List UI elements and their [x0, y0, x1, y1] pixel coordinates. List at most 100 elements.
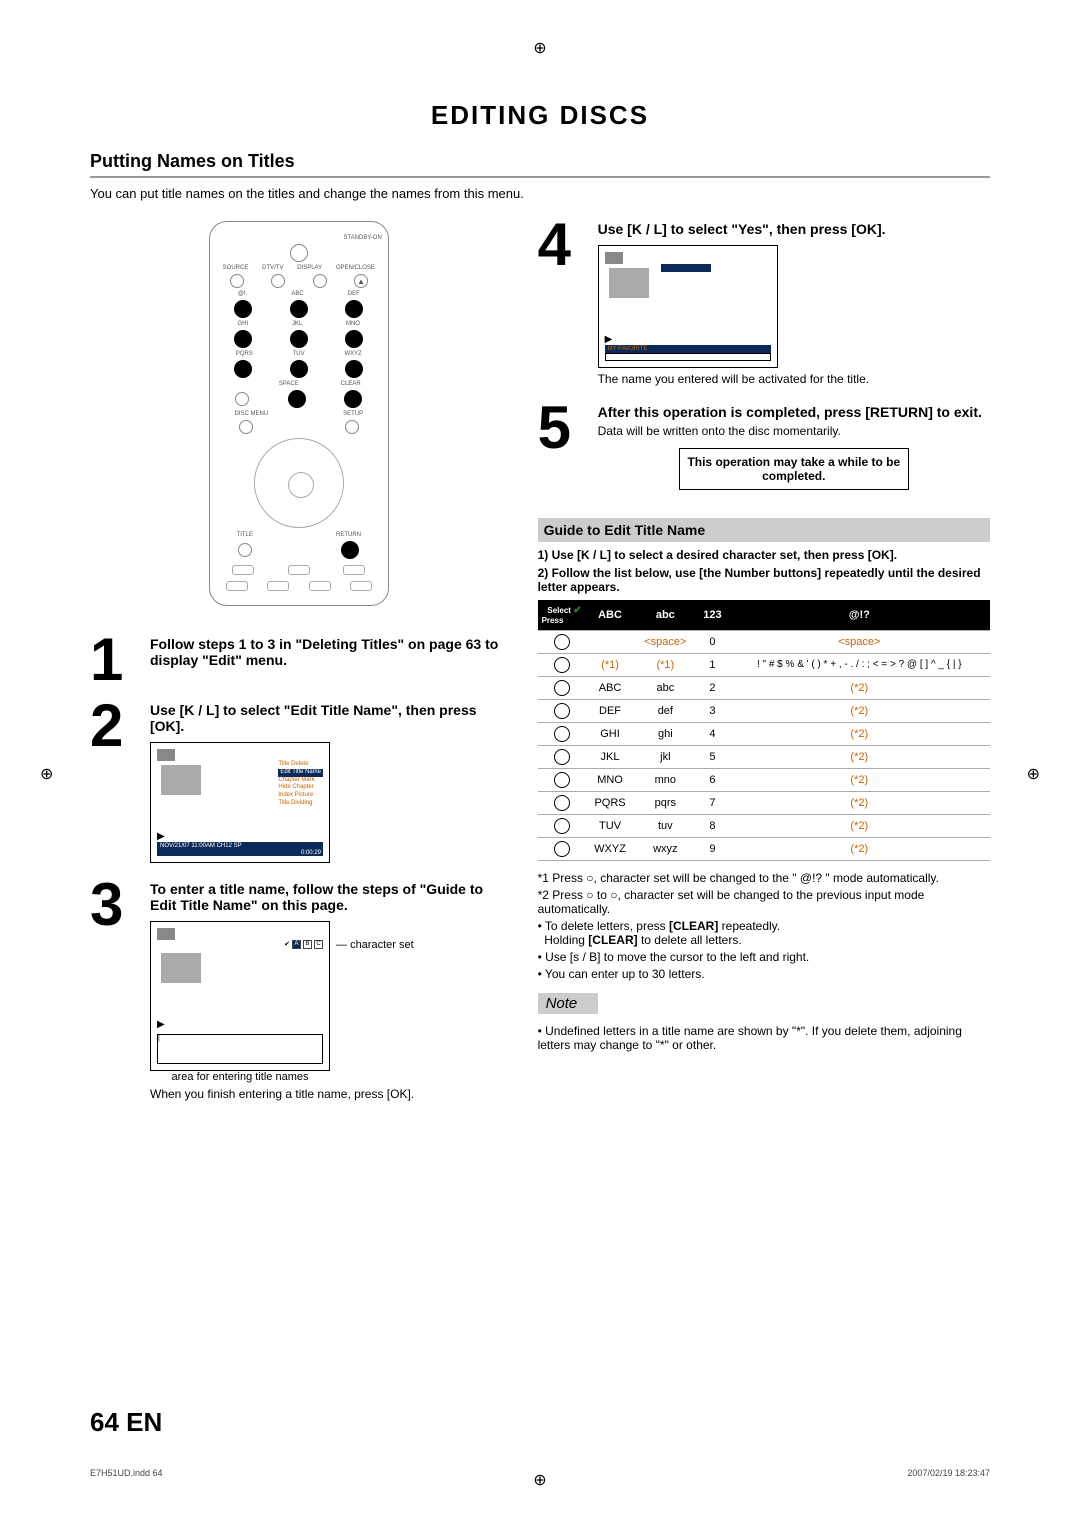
crop-mark-left: ⊕: [40, 764, 53, 784]
menu-item: Chapter Mark: [278, 777, 323, 785]
cell: PQRS: [586, 791, 635, 814]
cell: 8: [696, 814, 728, 837]
thumb: [609, 268, 649, 298]
clear-button: [344, 390, 362, 408]
pad-lbl: @!.: [238, 291, 247, 297]
num-circle: [554, 749, 570, 765]
col-ABC: ABC: [586, 600, 635, 630]
return-label: RETURN: [336, 532, 361, 538]
pad-lbl: SPACE: [279, 381, 299, 387]
cell: 3: [696, 699, 728, 722]
cell: ! " # $ % & ' ( ) * + , - . / : ; < = > …: [729, 653, 990, 676]
menu-item: Hide Chapter: [278, 784, 323, 792]
rect-btn: [288, 565, 310, 575]
screen-footer: NOV/21/07 11:00AM CH12 SP: [157, 842, 323, 850]
cell: <space>: [729, 630, 990, 653]
cell: MNO: [586, 768, 635, 791]
standby-button: [290, 244, 308, 262]
step-1-text: Follow steps 1 to 3 in "Deleting Titles"…: [150, 636, 498, 668]
num-6: [345, 330, 363, 348]
step-4-after: The name you entered will be activated f…: [598, 372, 990, 386]
title-label: TITLE: [237, 532, 253, 538]
cell: DEF: [586, 699, 635, 722]
char-box: A: [292, 940, 301, 949]
thumb: [161, 953, 201, 983]
note-star2: *2 Press ○ to ○, character set will be c…: [538, 888, 990, 916]
char-box: B: [303, 940, 312, 949]
char-table-body: <space>0<space> (*1)(*1)1! " # $ % & ' (…: [538, 630, 990, 860]
num-circle: [554, 818, 570, 834]
source-button: [230, 274, 244, 288]
step-5-text: After this operation is completed, press…: [598, 404, 982, 420]
setup-button: [345, 420, 359, 434]
crop-mark-bottom: ⊕: [533, 1470, 546, 1490]
print-meta-date: 2007/02/19 18:23:47: [907, 1468, 990, 1478]
cell: (*1): [586, 653, 635, 676]
cell: JKL: [586, 745, 635, 768]
step-3-after: When you finish entering a title name, p…: [150, 1087, 508, 1101]
step-5-detail: Data will be written onto the disc momen…: [598, 424, 990, 438]
charset-indicator: ✔: [284, 940, 290, 949]
guide-notes: *1 Press ○, character set will be change…: [538, 871, 990, 981]
cell: 7: [696, 791, 728, 814]
edit-menu: Title Delete Edit Title Name Chapter Mar…: [278, 761, 323, 831]
cell: <space>: [634, 630, 696, 653]
standby-label: STANDBY-ON: [343, 235, 381, 241]
cell: 5: [696, 745, 728, 768]
step-5-number: 5: [538, 404, 588, 500]
note-star1: *1 Press ○, character set will be change…: [538, 871, 990, 885]
page-number: 64: [90, 1407, 119, 1437]
dtv-button: [271, 274, 285, 288]
pad-lbl: ABC: [291, 291, 303, 297]
screen-time: 0:00:29: [157, 850, 323, 856]
num-circle: [554, 795, 570, 811]
remote-illustration: STANDBY-ON SOURCE DTV/TV DISPLAY OPEN/CL…: [209, 221, 389, 606]
corner-cell: Select ✔ Press: [538, 600, 586, 630]
char-box: C: [314, 940, 323, 949]
footer-input: [605, 353, 771, 361]
play-icon: ▶: [157, 831, 323, 842]
cell: 0: [696, 630, 728, 653]
char-row: <space>0<space>: [538, 630, 990, 653]
num-2: [290, 300, 308, 318]
rect-btn: [232, 565, 254, 575]
cell: (*2): [729, 745, 990, 768]
menu-item-selected: Edit Title Name: [278, 769, 323, 777]
cell: (*2): [729, 676, 990, 699]
display-button: [313, 274, 327, 288]
num-8: [290, 360, 308, 378]
pad-lbl: GHI: [238, 321, 249, 327]
page-lang: EN: [126, 1407, 162, 1437]
step-4: 4 Use [K / L] to select "Yes", then pres…: [538, 221, 990, 386]
char-row: GHIghi4(*2): [538, 722, 990, 745]
section-header: Putting Names on Titles: [90, 151, 990, 178]
cell: (*2): [729, 791, 990, 814]
rect-btn: [343, 565, 365, 575]
step-4-text: Use [K / L] to select "Yes", then press …: [598, 221, 886, 237]
note-body-text: • Undefined letters in a title name are …: [538, 1024, 990, 1052]
discmenu-label: DISC MENU: [235, 411, 269, 417]
dpad: [254, 438, 344, 528]
num-circle: [554, 772, 570, 788]
display-label: DISPLAY: [297, 265, 322, 271]
screen-icon: [157, 749, 175, 761]
cell: jkl: [634, 745, 696, 768]
rect-btn: [267, 581, 289, 591]
char-row: MNOmno6(*2): [538, 768, 990, 791]
cell: WXYZ: [586, 837, 635, 860]
left-column: STANDBY-ON SOURCE DTV/TV DISPLAY OPEN/CL…: [90, 221, 508, 1119]
char-row: WXYZwxyz9(*2): [538, 837, 990, 860]
pad-lbl: DEF: [348, 291, 360, 297]
cell: 9: [696, 837, 728, 860]
cell: tuv: [634, 814, 696, 837]
title-button: [238, 543, 252, 557]
cell: (*2): [729, 699, 990, 722]
menu-item: Title Dividing: [278, 800, 323, 808]
play-icon: ▶: [605, 334, 771, 345]
right-column: 4 Use [K / L] to select "Yes", then pres…: [538, 221, 990, 1119]
char-row: PQRSpqrs7(*2): [538, 791, 990, 814]
pad-lbl: PQRS: [236, 351, 253, 357]
cell: 2: [696, 676, 728, 699]
note-cursor: • Use [s / B] to move the cursor to the …: [538, 950, 990, 964]
pad-lbl: WXYZ: [345, 351, 362, 357]
